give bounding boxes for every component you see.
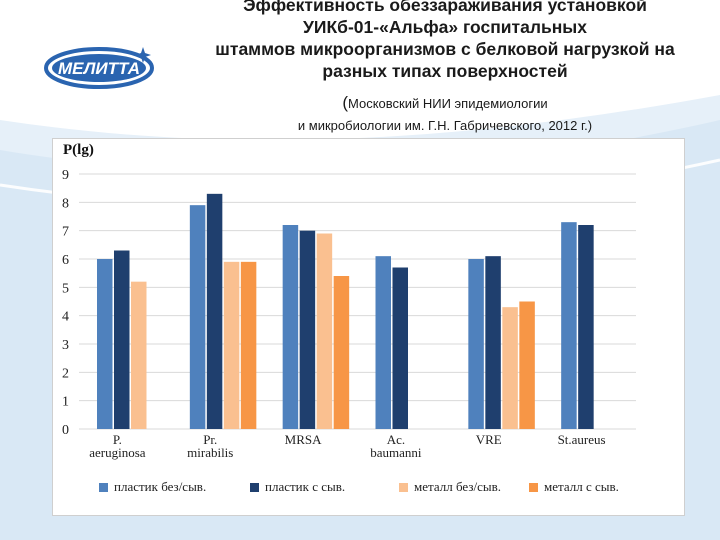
slide-title: Эффективность обеззараживания установкой…	[170, 0, 720, 82]
bar	[97, 259, 113, 429]
star-sparkle-icon	[135, 47, 151, 63]
bar	[114, 250, 130, 429]
y-tick-label: 6	[62, 253, 69, 268]
title-line: УИКб-01-«Альфа» госпитальных	[303, 17, 587, 37]
x-category-label: Ac.	[387, 432, 405, 447]
bar-chart: 0 1 2 3 4 5 6 7 8 9 P.aeruginosa Pr.mirabilis MRSA Ac…	[62, 168, 636, 494]
bar	[485, 256, 501, 429]
x-category-label: VRE	[476, 432, 502, 447]
bar	[223, 261, 240, 429]
title-line: Эффективность обеззараживания установкой	[243, 0, 647, 15]
y-tick-label: 8	[62, 196, 69, 211]
bar	[519, 301, 535, 429]
bar	[578, 225, 594, 429]
source-line-1: Московский НИИ эпидемиологии	[348, 96, 548, 111]
bar	[561, 222, 577, 429]
x-category-label: P.	[113, 432, 122, 447]
bar	[299, 230, 316, 429]
legend-label: пластик без/сыв.	[114, 479, 206, 494]
x-category-label: baumanni	[370, 445, 422, 460]
melitta-logo: МЕЛИТТА	[44, 44, 160, 90]
y-tick-label: 5	[62, 281, 69, 296]
source-citation: (Московский НИИ эпидемиологии и микробио…	[230, 92, 660, 137]
legend-label: металл без/сыв.	[414, 479, 501, 494]
title-line: штаммов микроорганизмов с белковой нагру…	[215, 39, 675, 59]
bar	[502, 307, 518, 429]
legend-swatch	[529, 483, 538, 492]
legend-swatch	[99, 483, 108, 492]
x-category-label: aeruginosa	[89, 445, 146, 460]
legend-label: пластик с сыв.	[265, 479, 345, 494]
x-category-label: mirabilis	[187, 445, 233, 460]
y-tick-label: 7	[62, 225, 69, 240]
chart-area: P(lg) 0 1 2 3 4 5 6 7 8 9 P. aeruginosa Pr. mirabilis…	[52, 138, 685, 516]
y-tick-label: 2	[62, 366, 69, 381]
y-tick-label: 1	[62, 395, 69, 410]
logo-text: МЕЛИТТА	[58, 59, 140, 78]
y-tick-label: 4	[62, 310, 69, 325]
bar	[240, 261, 257, 429]
bar	[189, 205, 206, 429]
legend-swatch	[250, 483, 259, 492]
bar	[282, 225, 299, 429]
y-tick-label: 3	[62, 338, 69, 353]
y-tick-label: 0	[62, 423, 69, 438]
y-axis-label: P(lg)	[63, 142, 94, 158]
legend-swatch	[399, 483, 408, 492]
bar	[131, 281, 147, 429]
x-category-label: St.aureus	[558, 432, 606, 447]
bar	[333, 276, 350, 429]
bar	[468, 259, 484, 429]
bar	[375, 256, 391, 429]
source-paren: (	[342, 93, 348, 112]
x-category-label: Pr.	[203, 432, 217, 447]
bar	[316, 233, 333, 429]
x-category-label: MRSA	[285, 432, 322, 447]
source-line-2: и микробиологии им. Г.Н. Габричевского, …	[297, 118, 593, 133]
bar	[206, 193, 223, 429]
legend-label: металл с сыв.	[544, 479, 619, 494]
y-tick-label: 9	[62, 168, 69, 183]
bar	[392, 267, 408, 429]
title-line: разных типах поверхностей	[322, 61, 568, 81]
